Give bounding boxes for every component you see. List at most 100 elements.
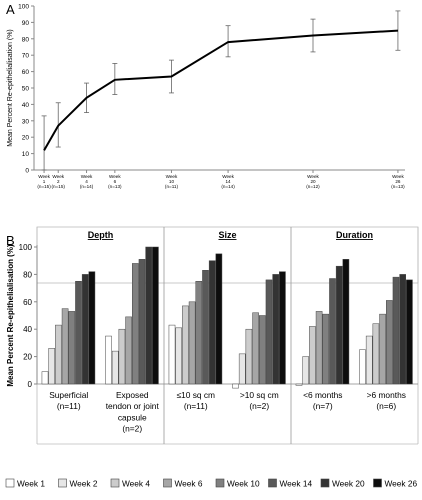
category-label: Superficial (49, 390, 88, 400)
bar (309, 326, 316, 385)
legend-label: Week 1 (17, 479, 45, 489)
bar (81, 274, 89, 385)
x-tick-label-n: (n=15) (37, 184, 51, 189)
y-tick-label: 0 (25, 168, 29, 175)
x-tick-label-n: (n=12) (306, 184, 320, 189)
category-label: (n=2) (249, 401, 269, 411)
bar (175, 327, 182, 385)
legend-label: Week 4 (122, 479, 150, 489)
bar (188, 301, 196, 385)
bar (406, 279, 413, 385)
bar (138, 259, 146, 385)
y-tick-label: 80 (22, 36, 30, 43)
bar (359, 349, 366, 385)
y-tick-label: 40 (23, 325, 32, 334)
x-tick-label-n: (n=13) (108, 184, 122, 189)
y-tick-label: 100 (19, 243, 33, 252)
x-tick-label-n: (n=15) (52, 184, 66, 189)
y-tick-label: 60 (23, 298, 32, 307)
bar (322, 313, 330, 385)
bar (379, 313, 386, 385)
legend-swatch (110, 478, 120, 488)
bar (111, 350, 119, 385)
bar (202, 270, 209, 385)
bar (41, 371, 49, 385)
bar (125, 316, 132, 385)
y-tick-label: 60 (22, 69, 30, 76)
bar (68, 311, 76, 385)
x-tick-label-n: (n=13) (391, 184, 405, 189)
group-header: Size (218, 230, 236, 240)
category-label: >6 months (367, 390, 406, 400)
y-tick-label: 100 (18, 4, 29, 11)
legend-swatch (320, 478, 330, 488)
x-tick-label-week: Week (81, 174, 93, 179)
panel-label: A (6, 2, 15, 17)
bar (232, 383, 239, 389)
legend-label: Week 20 (332, 479, 365, 489)
bar (329, 278, 336, 385)
x-tick-label-week: Week (166, 174, 178, 179)
x-tick-label-number: 4 (85, 179, 88, 184)
bar (315, 311, 323, 385)
bar (88, 271, 96, 385)
legend-label: Week 14 (280, 479, 313, 489)
bar (365, 335, 373, 385)
category-label: Exposed (116, 390, 149, 400)
panel-b-bar-chart: B Depth Size Duration 0 20 40 60 80 100 Mean Perce… (5, 226, 419, 489)
bar (145, 246, 152, 385)
legend-swatch (373, 478, 382, 488)
x-tick-label-number: 2 (57, 179, 60, 184)
y-tick-label: 90 (22, 20, 30, 27)
x-tick-label-n: (n=11) (165, 184, 179, 189)
x-tick-label-number: 14 (226, 179, 232, 184)
legend-swatch (268, 478, 277, 488)
y-tick-label: 10 (22, 151, 30, 158)
y-tick-label: 40 (22, 102, 30, 109)
bar (399, 274, 406, 385)
bar (335, 265, 343, 385)
x-tick-label-week: Week (109, 174, 121, 179)
x-tick-label-number: 26 (395, 179, 401, 184)
legend-swatch (5, 478, 15, 488)
category-label: (n=2) (122, 424, 142, 434)
legend-swatch (215, 478, 225, 488)
bar (392, 276, 400, 385)
category-label: capsule (118, 412, 147, 422)
category-label: tendon or joint (106, 401, 160, 411)
bar (386, 300, 393, 385)
legend-label: Week 6 (175, 479, 203, 489)
y-tick-label: 20 (22, 135, 30, 142)
bar (105, 335, 112, 385)
bar (272, 274, 279, 385)
bar (152, 246, 159, 385)
x-tick-label-number: 20 (310, 179, 316, 184)
bar (245, 328, 253, 385)
x-tick-label-week: Week (38, 174, 50, 179)
bar (118, 328, 126, 385)
bar (252, 312, 259, 385)
y-tick-label: 50 (22, 86, 30, 93)
bar (168, 324, 176, 385)
panel-a-line-chart: A 0 10 20 30 40 50 60 70 80 90 100 Mean Percent Re-e… (6, 2, 405, 189)
x-tick-label-n: (n=14) (221, 184, 235, 189)
category-label: (n=6) (376, 401, 396, 411)
bar (238, 353, 246, 385)
legend-label: Week 2 (70, 479, 98, 489)
bar (55, 324, 62, 385)
bar (215, 253, 223, 385)
panel-label: B (6, 233, 15, 248)
bar (75, 281, 82, 385)
y-tick-label: 0 (28, 380, 33, 389)
legend-swatch (163, 478, 172, 488)
category-label: (n=7) (313, 401, 333, 411)
bar (279, 271, 286, 385)
bar (372, 323, 380, 385)
y-tick-label: 70 (22, 53, 30, 60)
bar (295, 383, 303, 386)
legend-label: Week 26 (385, 479, 418, 489)
category-label: <6 months (303, 390, 342, 400)
bar (182, 305, 189, 385)
y-axis-label: Mean Percent Re-epithelialisation (%) (7, 29, 14, 147)
